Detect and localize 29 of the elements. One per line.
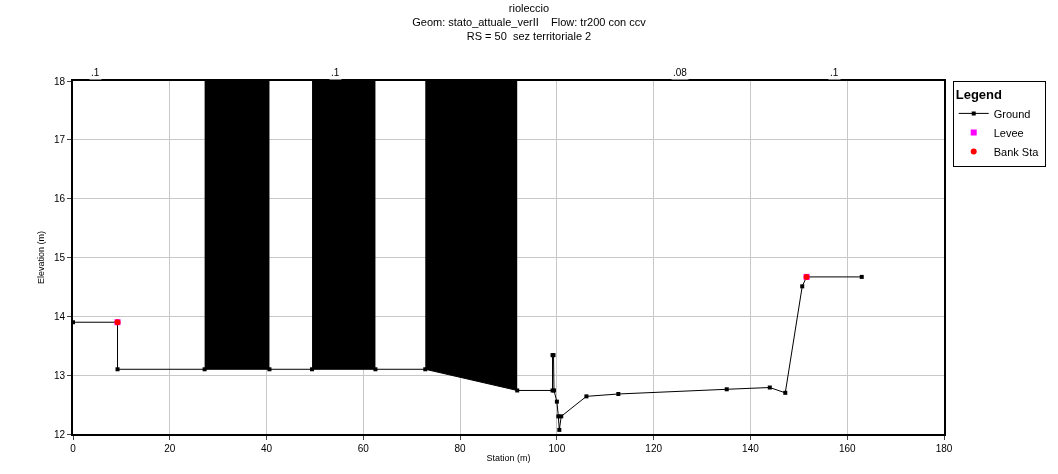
y-tick-label: 13 xyxy=(53,369,66,381)
y-tick-label: 15 xyxy=(53,252,66,263)
annotation: .08 xyxy=(673,67,688,78)
legend-title: Legend xyxy=(955,86,1002,102)
y-tick-label: 17 xyxy=(53,134,66,146)
y-tick-label: 16 xyxy=(53,193,66,205)
x-tick-label: 140 xyxy=(742,443,760,454)
legend-label: Levee xyxy=(993,126,1024,139)
annotation: .1 xyxy=(331,67,340,78)
x-tick-label: 160 xyxy=(838,443,856,454)
x-tick-label: 60 xyxy=(357,443,370,454)
chart-title: rioleccio xyxy=(508,1,550,14)
x-axis-title: Station (m) xyxy=(486,453,531,464)
x-tick-label: 100 xyxy=(548,443,566,454)
y-tick-label: 18 xyxy=(53,75,66,87)
annotation: .1 xyxy=(91,67,100,78)
x-tick-label: 20 xyxy=(164,443,176,454)
x-tick-label: 120 xyxy=(645,443,663,454)
x-tick-label: 80 xyxy=(454,443,467,454)
y-tick-label: 14 xyxy=(53,310,66,322)
x-tick-label: 180 xyxy=(935,443,953,454)
chart-subtitle: Geom: stato_attuale_verII Flow: tr200 con ccv RS = 50 sez territoriale 2 xyxy=(412,16,647,43)
y-axis-title: Elevation (m) xyxy=(36,230,46,285)
x-tick-label: 0 xyxy=(70,443,77,454)
annotation: .1 xyxy=(830,67,839,78)
legend-label: Ground xyxy=(993,107,1031,120)
legend-label: Bank Sta xyxy=(993,145,1040,158)
y-tick-label: 12 xyxy=(53,428,66,440)
x-tick-label: 40 xyxy=(261,443,273,454)
